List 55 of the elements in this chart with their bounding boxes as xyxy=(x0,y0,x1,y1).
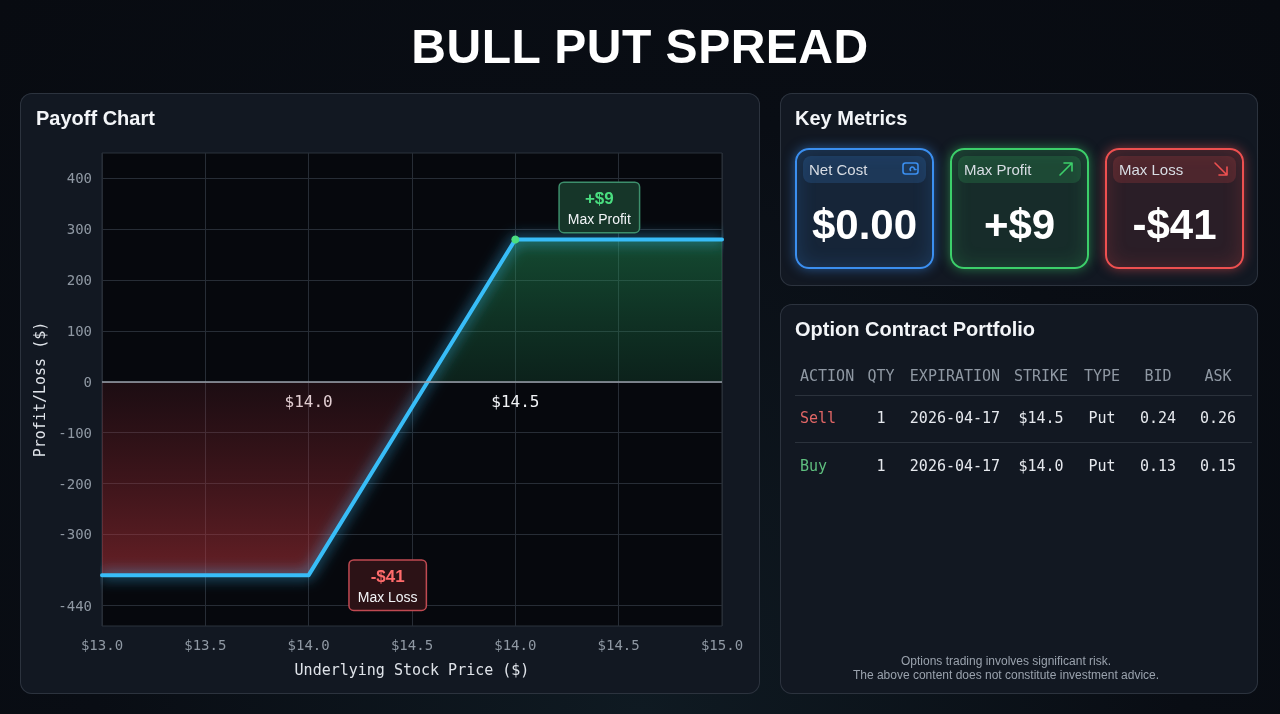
category-label: TYPE xyxy=(1083,367,1121,385)
text: Options trading involves significant risk. xyxy=(899,654,1113,668)
category-label: Buy xyxy=(800,457,828,475)
annotation: $14.0 xyxy=(284,392,333,412)
text: 0.24 xyxy=(1139,409,1177,427)
x-tick-label: $13.0 xyxy=(80,637,124,653)
y-tick-label: 400 xyxy=(66,170,92,187)
text: Key Metrics xyxy=(795,106,908,130)
y-tick-label: -300 xyxy=(58,526,92,543)
category-label: QTY xyxy=(867,367,895,385)
y-tick-label: 300 xyxy=(66,221,92,238)
chart-title: BULL PUT SPREAD xyxy=(410,20,870,74)
y-tick-label: -100 xyxy=(58,424,92,441)
x-tick-label: $13.5 xyxy=(184,637,227,653)
y-tick-label: 200 xyxy=(66,272,92,289)
chart-subtitle: Payoff Chart xyxy=(36,106,155,130)
text: The above content does not constitute investment advice. xyxy=(851,668,1161,682)
category-label: Max Profit xyxy=(964,161,1032,178)
annotation: -$41 Max Loss xyxy=(357,567,418,605)
category-label: EXPIRATION xyxy=(908,366,1002,386)
text: $14.0 xyxy=(1018,457,1064,475)
y-tick-label: 100 xyxy=(66,323,92,340)
category-label: Sell xyxy=(800,409,837,427)
text: Put xyxy=(1088,457,1116,475)
y-tick-label: -200 xyxy=(58,475,92,492)
category-label: Net Cost xyxy=(809,161,868,178)
text: -$41 xyxy=(1132,201,1217,248)
text: 1 xyxy=(876,457,886,475)
y-axis-title: Profit/Loss ($) xyxy=(30,321,49,458)
text: 0.13 xyxy=(1139,457,1177,475)
x-tick-label: $15.0 xyxy=(700,637,744,653)
x-tick-label: $14.5 xyxy=(390,637,434,653)
annotation: +$9 Max Profit xyxy=(567,189,631,227)
text: $0.00 xyxy=(811,201,918,248)
text: +$9 xyxy=(983,201,1056,248)
text: Put xyxy=(1088,409,1116,427)
category-label: ACTION xyxy=(800,366,855,386)
y-tick-label: -440 xyxy=(58,597,92,614)
category-label: Max Loss xyxy=(1119,161,1184,178)
x-tick-label: $14.0 xyxy=(287,637,330,653)
category-label: BID xyxy=(1144,367,1172,385)
x-tick-label: $14.0 xyxy=(494,637,537,653)
text: 2026-04-17 xyxy=(909,457,1001,475)
text: 0.26 xyxy=(1199,409,1237,427)
text: 2026-04-17 xyxy=(909,409,1001,427)
x-axis-title: Underlying Stock Price ($) xyxy=(294,660,530,679)
text: Option Contract Portfolio xyxy=(795,317,1035,341)
text: 1 xyxy=(876,409,886,427)
text: $14.5 xyxy=(1018,409,1064,427)
annotation: $14.5 xyxy=(491,392,540,412)
category-label: ASK xyxy=(1204,367,1232,385)
category-label: STRIKE xyxy=(1013,367,1069,385)
x-tick-label: $14.5 xyxy=(597,637,640,653)
text: 0.15 xyxy=(1199,457,1237,475)
y-tick-label: 0 xyxy=(83,373,92,390)
